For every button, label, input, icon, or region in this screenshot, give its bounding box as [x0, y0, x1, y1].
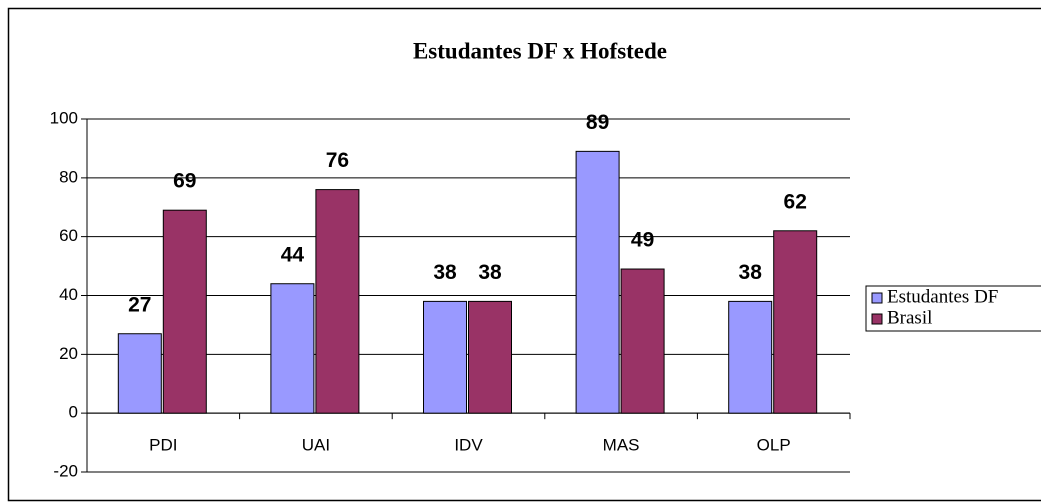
value-label: 76 — [326, 149, 349, 172]
y-tick-label: 0 — [69, 403, 78, 422]
bar — [315, 189, 360, 414]
bar — [620, 268, 665, 414]
value-label: 38 — [739, 261, 763, 284]
legend-label: Estudantes DF — [887, 286, 998, 307]
value-label: 49 — [631, 229, 654, 252]
bar — [423, 300, 467, 414]
bar — [575, 150, 620, 414]
value-label: 44 — [281, 243, 305, 266]
y-tick-label: 40 — [59, 285, 78, 304]
y-tick-label: 20 — [59, 344, 78, 363]
y-tick-label: -20 — [53, 461, 78, 480]
y-tick-label: 100 — [50, 108, 78, 127]
value-label: 69 — [173, 170, 196, 193]
value-label: 89 — [586, 111, 609, 134]
x-tick-label: UAI — [302, 435, 330, 454]
value-label: 38 — [478, 261, 502, 284]
chart-title: Estudantes DF x Hofstede — [413, 38, 667, 63]
value-label: 38 — [433, 261, 457, 284]
bar — [773, 230, 818, 414]
x-tick-label: PDI — [149, 435, 177, 454]
bar — [270, 283, 315, 414]
x-tick-label: IDV — [454, 435, 483, 454]
legend-swatch — [871, 313, 883, 325]
legend-box — [865, 285, 1041, 332]
x-tick-label: MAS — [603, 435, 640, 454]
value-label: 27 — [128, 293, 151, 316]
y-tick-label: 60 — [59, 226, 78, 245]
legend-swatch — [871, 292, 883, 304]
legend-label: Brasil — [887, 307, 932, 328]
value-label: 62 — [784, 190, 807, 213]
x-tick-label: OLP — [757, 435, 791, 454]
y-tick-label: 80 — [59, 167, 78, 186]
bar — [117, 333, 162, 414]
bar — [162, 209, 207, 414]
bar — [728, 300, 773, 414]
bar — [468, 300, 512, 414]
